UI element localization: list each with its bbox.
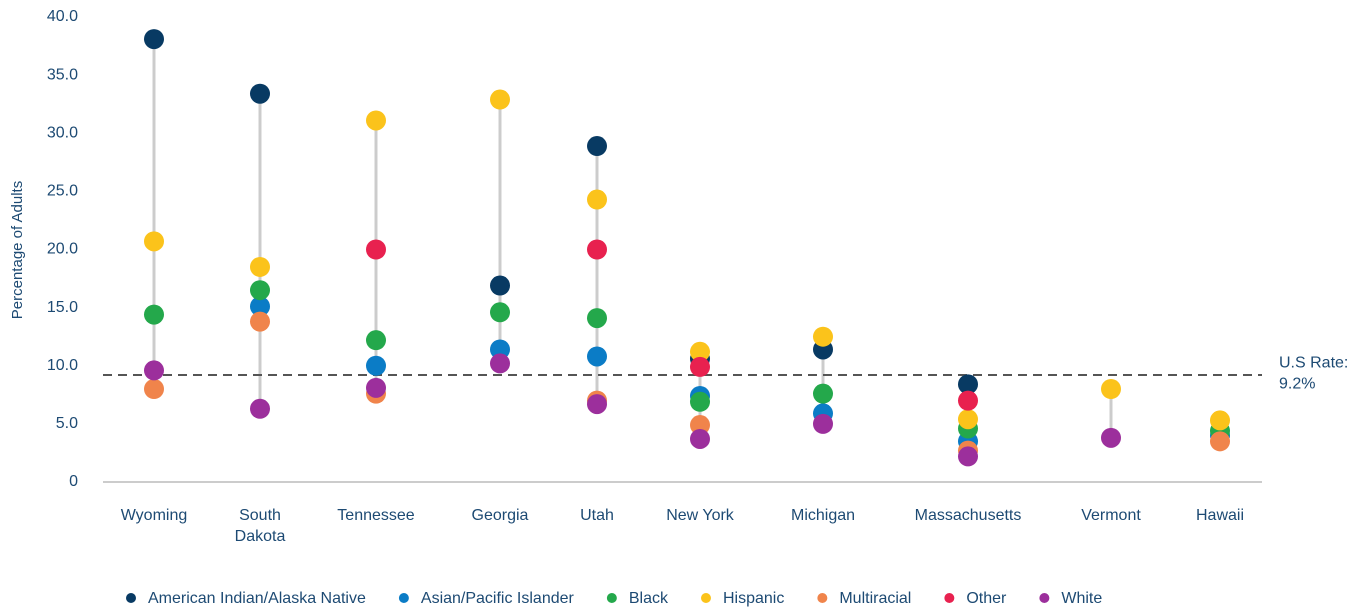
x-tick-label: New York: [666, 507, 735, 524]
dot: [813, 413, 833, 434]
dot: [144, 379, 164, 399]
dot: [958, 374, 978, 395]
legend-swatch: [944, 593, 955, 603]
dot: [366, 377, 386, 398]
dot: [366, 330, 386, 351]
legend-label: Asian/Pacific Islander: [421, 590, 575, 607]
dot: [144, 360, 164, 381]
dot: [366, 355, 386, 376]
dot: [958, 409, 978, 430]
dot: [690, 391, 710, 412]
y-tick-label: 10.0: [47, 357, 78, 374]
dot: [490, 339, 510, 360]
y-tick-label: 5.0: [56, 415, 78, 432]
dot: [587, 189, 607, 210]
legend-label: Black: [629, 590, 669, 607]
y-tick-label: 0: [69, 473, 78, 490]
dot: [690, 428, 710, 449]
x-tick-label: Tennessee: [337, 507, 414, 524]
dot: [144, 231, 164, 252]
dot: [958, 390, 978, 411]
dot: [250, 398, 270, 419]
legend-swatch: [126, 593, 136, 603]
x-tick-label: Michigan: [791, 507, 855, 524]
dot: [690, 415, 710, 436]
reference-label: U.S Rate:: [1279, 354, 1348, 371]
dot: [490, 353, 510, 374]
legend-label: White: [1061, 590, 1102, 607]
dot: [490, 275, 510, 296]
dot: [250, 280, 270, 301]
y-tick-label: 40.0: [47, 8, 78, 25]
legend-swatch: [398, 593, 409, 603]
dot: [366, 239, 386, 260]
legend-swatch: [700, 593, 711, 603]
dot: [587, 346, 607, 367]
dot: [490, 302, 510, 323]
x-tick-label: Vermont: [1081, 507, 1141, 524]
dot: [587, 136, 607, 157]
dot: [250, 256, 270, 277]
y-tick-label: 35.0: [47, 66, 78, 83]
dot: [1210, 410, 1230, 431]
dot: [250, 296, 270, 317]
x-tick-label: Utah: [580, 507, 614, 524]
legend-label: Hispanic: [723, 590, 784, 607]
x-tick-label: Georgia: [472, 507, 529, 524]
dot: [1210, 431, 1230, 452]
legend-label: American Indian/Alaska Native: [148, 590, 366, 607]
x-tick-label: Hawaii: [1196, 507, 1244, 524]
dot: [250, 311, 270, 332]
y-axis-label: Percentage of Adults: [9, 181, 26, 319]
reference-value-label: 9.2%: [1279, 375, 1315, 392]
legend-label: Other: [966, 590, 1007, 607]
x-tick-label: South Dakota: [235, 507, 286, 545]
dot: [587, 239, 607, 260]
dot: [587, 308, 607, 329]
y-tick-label: 25.0: [47, 183, 78, 200]
dot: [813, 383, 833, 404]
y-tick-label: 20.0: [47, 241, 78, 258]
dot: [813, 326, 833, 347]
legend-label: Multiracial: [839, 590, 911, 607]
dot: [144, 304, 164, 325]
legend-swatch: [606, 593, 617, 603]
dot: [366, 110, 386, 131]
dot: [958, 446, 978, 467]
legend-swatch: [1039, 593, 1050, 603]
x-tick-label: Massachusetts: [915, 507, 1022, 524]
dot: [690, 341, 710, 362]
dot: [144, 29, 164, 50]
legend-swatch: [817, 593, 828, 603]
dot: [250, 83, 270, 104]
y-tick-label: 30.0: [47, 124, 78, 141]
dot: [1101, 379, 1121, 399]
dot: [587, 394, 607, 415]
dot: [690, 356, 710, 377]
dot: [490, 89, 510, 110]
x-tick-label: Wyoming: [121, 507, 188, 524]
y-tick-label: 15.0: [47, 299, 78, 316]
dot: [1101, 427, 1121, 448]
